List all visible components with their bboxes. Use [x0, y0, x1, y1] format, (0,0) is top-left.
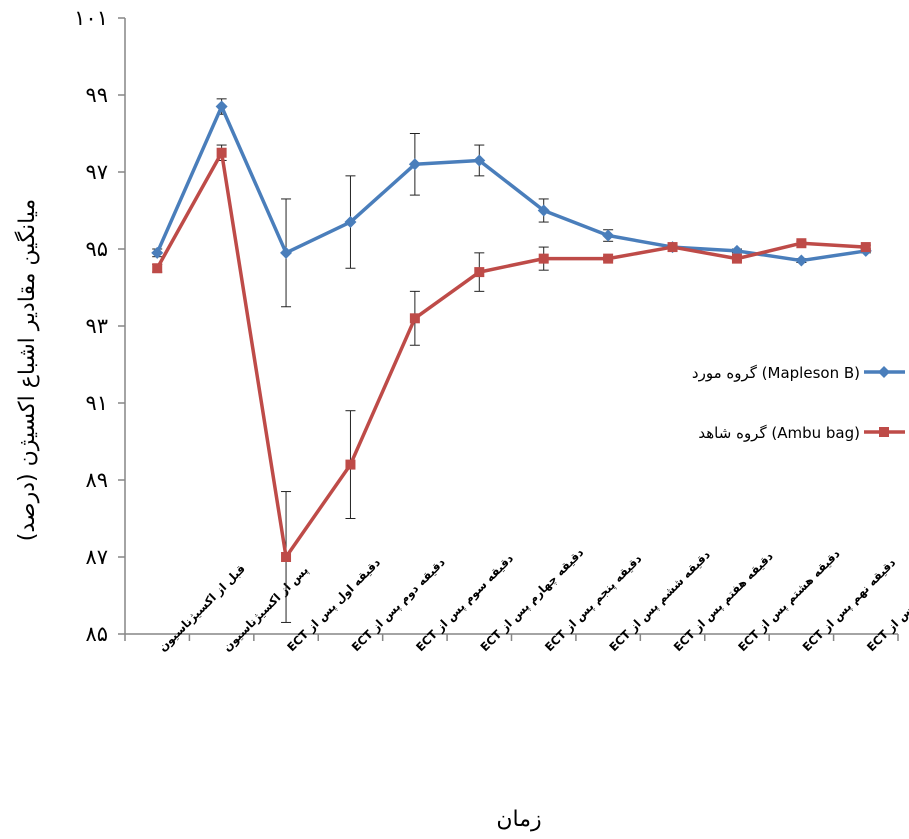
data-point — [408, 158, 421, 171]
data-point — [409, 313, 420, 324]
y-tick-label: ۹۱ — [85, 391, 108, 415]
y-tick-label: ۸۷ — [85, 545, 108, 569]
axes — [124, 18, 898, 635]
x-axis-title: زمان — [496, 807, 541, 832]
series-line — [155, 151, 866, 559]
data-point — [280, 246, 293, 259]
legend-label: گروه مورد (Mapleson B) — [692, 364, 860, 382]
legend-label: گروه شاهد (Ambu bag) — [698, 424, 860, 442]
data-point — [344, 216, 357, 229]
data-point — [537, 204, 550, 217]
data-point — [216, 147, 227, 158]
y-tick-label: ۹۵ — [85, 237, 108, 261]
legend-marker — [879, 427, 889, 437]
data-point — [345, 459, 356, 470]
data-point — [281, 552, 292, 562]
y-ticks: ۸۵ ۸۷ ۸۹ ۹۱ ۹۳ ۹۵ ۹۷ ۹۹ ۱۰۱ — [74, 6, 125, 646]
y-axis-title: میانگین مقادیر اشباع اکسیژن (درصد) — [14, 199, 40, 541]
data-point — [215, 100, 228, 113]
data-point — [667, 242, 678, 253]
data-point — [602, 229, 615, 242]
data-point — [860, 242, 871, 253]
y-tick-label: ۹۳ — [85, 314, 108, 338]
y-tick-label: ۱۰۱ — [74, 6, 108, 30]
y-tick-label: ۹۷ — [85, 160, 108, 184]
x-tick-label: دقیقه چهارم پس از ECT — [478, 545, 587, 654]
data-point — [152, 263, 163, 274]
y-tick-label: ۹۹ — [85, 83, 108, 107]
legend-item: گروه شاهد (Ambu bag) — [698, 424, 905, 442]
series-layer — [151, 98, 872, 623]
legend: گروه مورد (Mapleson B) گروه شاهد (Ambu ba… — [692, 364, 905, 442]
data-point — [603, 253, 614, 264]
data-point — [473, 154, 486, 167]
series-2 — [152, 144, 871, 623]
data-point — [731, 253, 742, 264]
data-point — [796, 238, 807, 249]
y-tick-label: ۸۹ — [85, 468, 108, 492]
series-1 — [151, 98, 872, 308]
y-tick-label: ۸۵ — [85, 622, 108, 646]
series-line — [155, 104, 867, 263]
data-point — [474, 267, 485, 278]
legend-item: گروه مورد (Mapleson B) — [692, 364, 905, 382]
data-point — [795, 254, 808, 267]
legend-marker — [878, 366, 890, 378]
data-point — [151, 246, 164, 259]
data-point — [538, 253, 549, 264]
